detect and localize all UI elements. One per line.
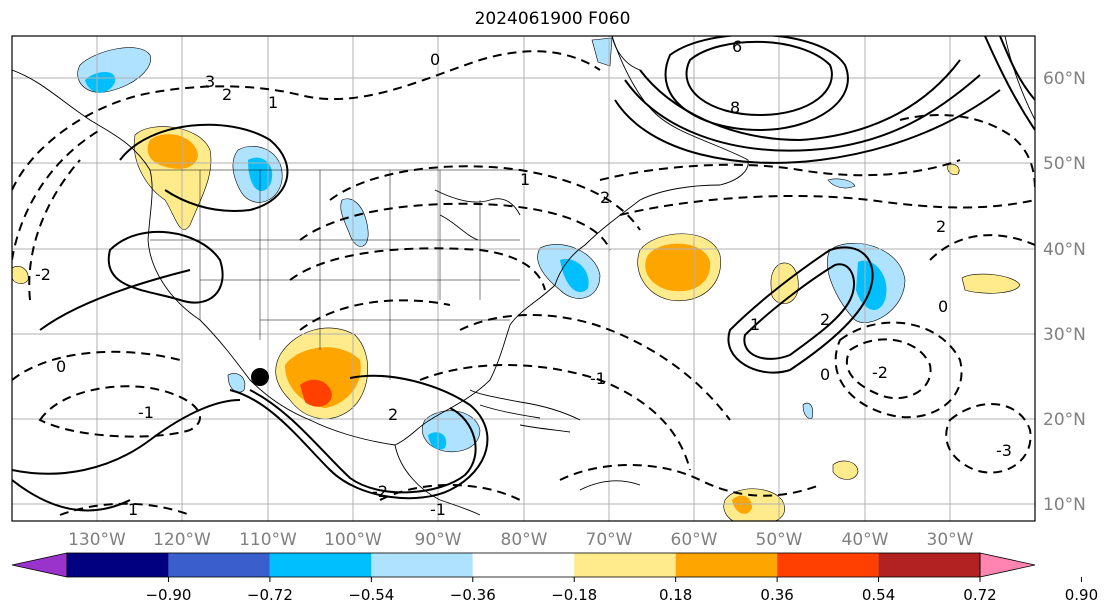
contour-label: 1: [128, 500, 138, 519]
lat-label: 10°N: [1043, 495, 1086, 515]
colorbar-segment: [777, 553, 879, 577]
colorbar-tick-label: 0.90: [1065, 586, 1098, 604]
lat-label: 60°N: [1043, 69, 1086, 89]
contour-label: 2: [820, 310, 830, 329]
colorbar-tick-label: 0.72: [963, 586, 996, 604]
contour-label: 6: [732, 37, 742, 56]
shade-blue-small-3: [827, 178, 856, 189]
contour-label: 0: [820, 365, 830, 384]
shade-yellow-small: [832, 460, 859, 480]
longitude-labels: 130°W 120°W 110°W 100°W 90°W 80°W 70°W 6…: [68, 530, 974, 550]
colorbar-tick-label: 0.18: [659, 586, 692, 604]
contour-label: 0: [938, 297, 948, 316]
colorbar-segment: [574, 553, 676, 577]
contour-label: 1: [520, 170, 530, 189]
contour-label: 3: [205, 72, 215, 91]
colorbar-extend-high: [979, 552, 1036, 578]
contour-label: 2: [600, 188, 610, 207]
lat-label: 20°N: [1043, 410, 1086, 430]
shade-yellow-south: [723, 488, 785, 521]
lat-label: 30°N: [1043, 325, 1086, 345]
contour-labels: 6 8 3 2 1 0 -1 -2 -3 2 -1 1 -2 2 0 2 -2 …: [35, 37, 1012, 519]
colorbar-ticks: −0.90 −0.72 −0.54 −0.36 −0.18 0.18 0.36 0.54 0.7…: [145, 577, 1098, 604]
lon-label: 60°W: [671, 530, 718, 550]
contour-label: 8: [730, 98, 740, 117]
shade-yellow-east: [961, 273, 1021, 294]
solid-contours: [12, 36, 1035, 512]
colorbar-tick-label: 0.54: [862, 586, 895, 604]
shade-blue-small-1: [227, 373, 246, 393]
map-plot-area: 6 8 3 2 1 0 -1 -2 -3 2 -1 1 -2 2 0 2 -2 …: [12, 36, 1035, 521]
contour-label: 1: [268, 93, 278, 112]
lon-label: 120°W: [153, 530, 211, 550]
shade-blue-small-2: [802, 402, 813, 419]
shade-red-mexico: [300, 379, 332, 407]
lon-label: 80°W: [501, 530, 548, 550]
contour-label: 0: [56, 357, 66, 376]
shade-yellow-pacific: [12, 266, 29, 284]
lon-label: 90°W: [415, 530, 462, 550]
dashed-contours: [12, 50, 1035, 516]
shade-cyan-caribbean: [428, 432, 447, 450]
state-borders: [150, 169, 520, 380]
lon-label: 70°W: [586, 530, 633, 550]
colorbar-segment: [675, 553, 778, 577]
lon-label: 110°W: [239, 530, 297, 550]
contour-label: -1: [138, 403, 154, 422]
shade-blue-plains: [340, 198, 369, 247]
colorbar: [11, 552, 1036, 578]
lon-label: 100°W: [324, 530, 382, 550]
lat-label: 40°N: [1043, 240, 1086, 260]
latitude-labels: 60°N 50°N 40°N 30°N 20°N 10°N: [1043, 69, 1086, 515]
colorbar-segment: [67, 553, 169, 577]
location-marker: [251, 368, 269, 386]
contour-label: -1: [590, 369, 606, 388]
lon-label: 130°W: [68, 530, 126, 550]
colorbar-segment: [168, 553, 270, 577]
contour-label: 2: [222, 85, 232, 104]
lon-label: 50°W: [756, 530, 803, 550]
colorbar-segment: [371, 553, 473, 577]
colorbar-tick-label: −0.90: [145, 586, 191, 604]
shade-orange-bc: [147, 134, 198, 169]
contour-label: 0: [430, 50, 440, 69]
contour-label: -2: [872, 363, 888, 382]
shade-blue-top: [591, 37, 613, 67]
contour-label: 2: [388, 405, 398, 424]
shade-cyan-eastcoast: [560, 259, 589, 293]
contour-label: -3: [996, 441, 1012, 460]
contour-label: -2: [372, 482, 388, 501]
colorbar-outline: [66, 552, 981, 578]
colorbar-tick-label: 0.36: [760, 586, 793, 604]
map-frame: [11, 35, 1036, 522]
lon-label: 30°W: [927, 530, 974, 550]
lon-label: 40°W: [842, 530, 889, 550]
coastlines: [12, 36, 1035, 516]
colorbar-segment: [269, 553, 372, 577]
colorbar-tick-label: −0.72: [247, 586, 293, 604]
contour-label: -1: [430, 500, 446, 519]
shade-cyan-alaska: [85, 72, 116, 93]
gridlines: [12, 36, 1035, 521]
colorbar-tick-label: −0.54: [348, 586, 394, 604]
contour-label: 1: [750, 315, 760, 334]
colorbar-segment: [472, 553, 575, 577]
colorbar-tick-label: −0.18: [551, 586, 597, 604]
shade-orange-south: [732, 495, 752, 514]
colorbar-extend-low: [11, 552, 68, 578]
map-title: 2024061900 F060: [474, 9, 631, 29]
colorbar-segment: [878, 553, 980, 577]
lat-label: 50°N: [1043, 154, 1086, 174]
contour-label: 2: [936, 217, 946, 236]
colorbar-tick-label: −0.36: [450, 586, 496, 604]
contour-label: -2: [35, 265, 51, 284]
